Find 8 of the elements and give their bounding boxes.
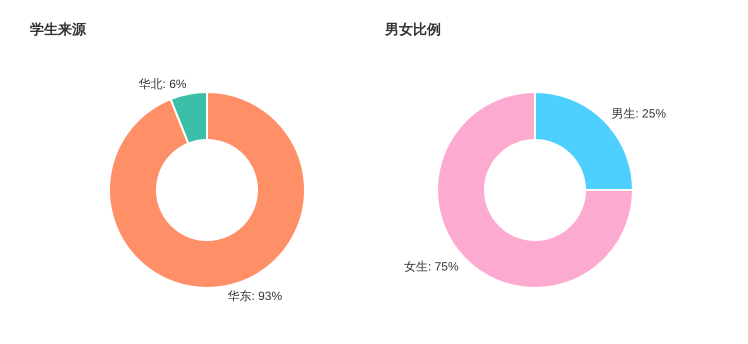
chart-title: 男女比例 [384,21,441,37]
slice-label: 华北: 6% [138,76,187,91]
chart-title: 学生来源 [30,21,87,37]
slice-label: 女生: 75% [404,259,459,274]
slice-label: 男生: 25% [611,106,666,121]
donut-slice [108,91,306,289]
slice-label: 华东: 93% [227,289,282,304]
donut-slice [436,91,634,289]
